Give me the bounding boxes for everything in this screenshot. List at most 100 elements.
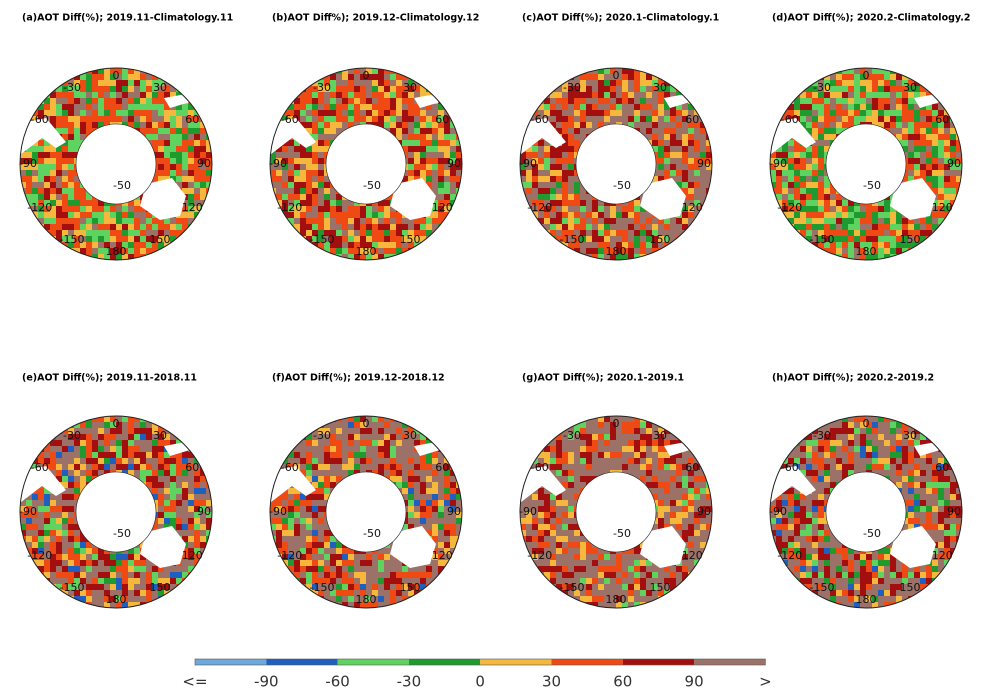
longitude-label: 150: [900, 581, 921, 594]
longitude-label: 30: [653, 429, 667, 442]
longitude-label: 90: [447, 157, 461, 170]
longitude-label: -60: [281, 113, 299, 126]
longitude-label: -60: [31, 113, 49, 126]
longitude-label: 60: [185, 461, 199, 474]
longitude-label: 30: [903, 429, 917, 442]
colorbar-segment: [266, 659, 337, 665]
colorbar-label: <=: [182, 673, 207, 691]
longitude-label: -60: [281, 461, 299, 474]
longitude-label: -150: [560, 233, 585, 246]
map-inner-border: [576, 472, 656, 552]
longitude-label: 0: [863, 69, 870, 82]
map-inner-border: [76, 124, 156, 204]
longitude-label: 30: [153, 429, 167, 442]
longitude-label: 180: [606, 593, 627, 606]
longitude-label: 180: [356, 245, 377, 258]
longitude-label: 30: [403, 81, 417, 94]
colorbar-label: -60: [325, 673, 350, 691]
map-inner-border: [826, 472, 906, 552]
longitude-label: 180: [856, 593, 877, 606]
longitude-label: -30: [63, 429, 81, 442]
longitude-label: -150: [310, 581, 335, 594]
longitude-label: 120: [932, 201, 953, 214]
longitude-label: 120: [682, 549, 703, 562]
colorbar-segment: [552, 659, 623, 665]
aot-field: [266, 416, 462, 608]
map-panel: (c)AOT Diff(%); 2020.1-Climatology.10306…: [516, 13, 719, 261]
longitude-label: -120: [27, 201, 52, 214]
longitude-label: 60: [435, 113, 449, 126]
latitude-label: -50: [613, 179, 631, 192]
latitude-label: -50: [863, 527, 881, 540]
latitude-label: -50: [863, 179, 881, 192]
longitude-label: -90: [519, 157, 537, 170]
figure: (a)AOT Diff(%); 2019.11-Climatology.11 0 3…: [0, 0, 999, 691]
map-panel: (b)AOT Diff%); 2019.12-Climatology.12030…: [266, 13, 479, 261]
longitude-label: 90: [947, 157, 961, 170]
aot-field: [516, 68, 712, 260]
panel-title: (a)AOT Diff(%); 2019.11-Climatology.11: [22, 13, 233, 24]
longitude-label: -30: [63, 81, 81, 94]
colorbar-segment: [195, 659, 266, 665]
longitude-label: 30: [153, 81, 167, 94]
panel-title: (d)AOT Diff(%); 2020.2-Climatology.2: [772, 13, 970, 24]
longitude-label: 90: [197, 157, 211, 170]
latitude-label: -50: [363, 179, 381, 192]
longitude-label: -30: [813, 429, 831, 442]
longitude-label: 30: [903, 81, 917, 94]
longitude-label: -60: [31, 461, 49, 474]
longitude-label: 60: [935, 113, 949, 126]
latitude-label: -50: [613, 527, 631, 540]
longitude-label: 150: [400, 233, 421, 246]
longitude-label: 150: [900, 233, 921, 246]
longitude-label: -120: [277, 549, 302, 562]
aot-field: [516, 416, 712, 608]
aot-field: [16, 68, 212, 260]
longitude-label: 180: [856, 245, 877, 258]
longitude-label: -120: [527, 549, 552, 562]
longitude-label: -60: [531, 461, 549, 474]
longitude-label: -30: [813, 81, 831, 94]
longitude-label: 0: [363, 417, 370, 430]
longitude-label: 0: [363, 69, 370, 82]
colorbar: <=-90-60-300306090>: [182, 659, 771, 691]
longitude-label: 120: [932, 549, 953, 562]
panel-title: (h)AOT Diff(%); 2020.2-2019.2: [772, 373, 934, 384]
longitude-label: -90: [269, 157, 287, 170]
longitude-label: -120: [27, 549, 52, 562]
longitude-label: -120: [527, 201, 552, 214]
longitude-label: 0: [863, 417, 870, 430]
longitude-label: -90: [769, 157, 787, 170]
longitude-label: -90: [519, 505, 537, 518]
longitude-label: 120: [432, 549, 453, 562]
longitude-label: -60: [531, 113, 549, 126]
colorbar-segment: [409, 659, 480, 665]
colorbar-segment: [623, 659, 694, 665]
longitude-label: 60: [185, 113, 199, 126]
longitude-label: 0: [113, 417, 120, 430]
longitude-label: -90: [769, 505, 787, 518]
longitude-label: -90: [269, 505, 287, 518]
colorbar-label: -90: [254, 673, 279, 691]
panel-title: (c)AOT Diff(%); 2020.1-Climatology.1: [522, 13, 719, 24]
aot-field: [766, 68, 962, 260]
longitude-label: 30: [653, 81, 667, 94]
colorbar-label: -30: [397, 673, 422, 691]
map-panel: (f)AOT Diff(%); 2019.12-2018.12030609012…: [266, 373, 462, 609]
longitude-label: -30: [563, 81, 581, 94]
longitude-label: -120: [277, 201, 302, 214]
longitude-label: 60: [435, 461, 449, 474]
longitude-label: -150: [810, 581, 835, 594]
panel-title: (g)AOT Diff(%); 2020.1-2019.1: [522, 373, 684, 384]
longitude-label: 90: [197, 505, 211, 518]
longitude-label: 120: [182, 549, 203, 562]
longitude-label: 0: [613, 69, 620, 82]
longitude-label: -30: [313, 81, 331, 94]
latitude-label: -50: [363, 527, 381, 540]
colorbar-label: 30: [542, 673, 561, 691]
longitude-label: -30: [563, 429, 581, 442]
map-inner-border: [326, 124, 406, 204]
colorbar-segment: [694, 659, 765, 665]
latitude-label: -50: [113, 179, 131, 192]
longitude-label: 0: [113, 69, 120, 82]
